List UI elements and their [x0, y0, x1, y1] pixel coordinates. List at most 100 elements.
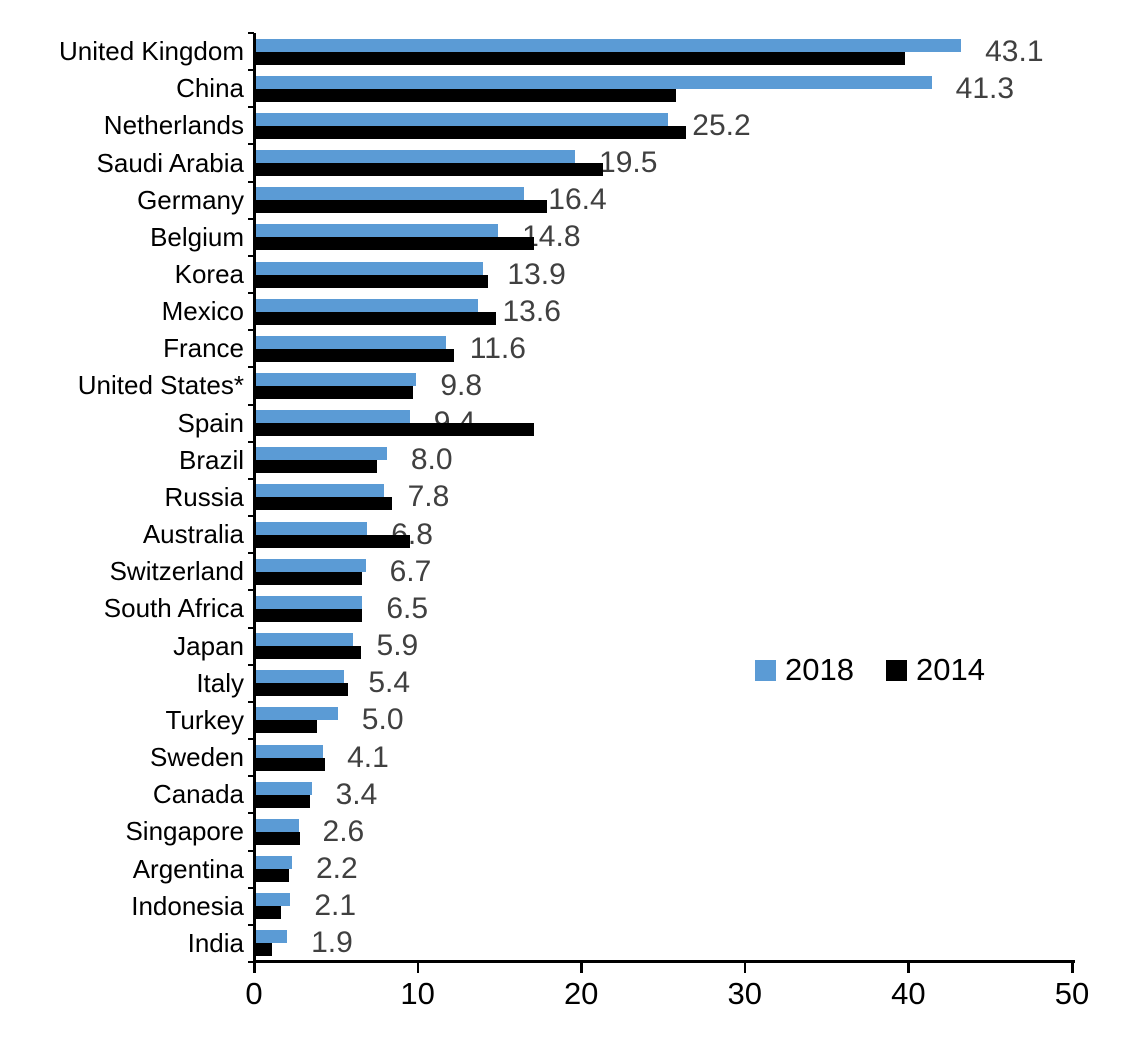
x-tick [907, 962, 910, 973]
bar-2014 [256, 423, 535, 437]
bar-group: 9.8 [256, 367, 1123, 404]
y-axis-line [253, 33, 256, 962]
category-label: United Kingdom [59, 36, 244, 67]
bar-2018 [256, 112, 669, 126]
y-tick [248, 403, 254, 406]
bar-group: 19.5 [256, 144, 1123, 181]
value-label: 25.2 [692, 108, 751, 142]
bar-2014 [256, 869, 289, 883]
chart-row: Argentina 2.2 [0, 850, 1123, 887]
chart-row: Netherlands 25.2 [0, 107, 1123, 144]
chart-row: Korea 13.9 [0, 256, 1123, 293]
category-label: Italy [196, 667, 244, 698]
value-label: 41.3 [955, 71, 1015, 105]
bar-group: 16.4 [256, 182, 1123, 219]
category-label: Saudi Arabia [96, 147, 244, 178]
value-label: 9.8 [440, 368, 483, 402]
bar-2014 [256, 163, 603, 177]
y-tick [248, 626, 254, 629]
bar-2018 [256, 447, 387, 461]
plot-area: United Kingdom 43.1 China 41.3 Netherlands 25… [0, 33, 1123, 962]
x-tick [743, 962, 747, 973]
bar-group: 13.6 [256, 293, 1123, 330]
value-label: 13.6 [502, 294, 561, 328]
value-label: 5.0 [361, 703, 404, 737]
x-tick [580, 962, 583, 973]
bar-2014 [256, 125, 687, 139]
bar-2018 [256, 818, 299, 832]
y-tick [248, 254, 254, 257]
bar-2014 [256, 51, 906, 65]
value-label: 5.9 [376, 629, 419, 663]
bar-2014 [256, 311, 497, 325]
y-tick [248, 552, 254, 555]
y-tick [248, 738, 254, 741]
y-tick [248, 589, 254, 592]
chart-row: Switzerland 6.7 [0, 553, 1123, 590]
bar-2018 [256, 75, 932, 89]
value-label: 11.6 [469, 331, 526, 365]
bar-2018 [256, 298, 479, 312]
bar-2014 [256, 348, 454, 362]
chart-row: Spain 9.4 [0, 405, 1123, 442]
bar-2014 [256, 385, 414, 399]
y-tick [248, 217, 254, 220]
y-tick [248, 69, 254, 72]
chart-row: Singapore 2.6 [0, 813, 1123, 850]
chart-row: Indonesia 2.1 [0, 888, 1123, 925]
chart-row: Russia 7.8 [0, 479, 1123, 516]
x-tick-label: 0 [245, 976, 263, 1011]
bar-2018 [256, 521, 368, 535]
legend-entry-2014: 2014 [885, 652, 985, 688]
y-tick [248, 477, 254, 480]
bar-2014 [256, 460, 378, 474]
bar-2018 [256, 707, 338, 721]
bar-group: 6.7 [256, 553, 1123, 590]
category-label: Indonesia [131, 890, 244, 921]
legend-swatch-2014 [885, 659, 907, 681]
y-tick [248, 663, 254, 666]
category-label: Switzerland [109, 556, 244, 587]
bar-group: 2.1 [256, 888, 1123, 925]
legend: 2018 2014 [755, 652, 985, 688]
y-tick [248, 143, 254, 146]
y-tick [248, 329, 254, 332]
y-tick [248, 923, 254, 926]
bar-2014 [256, 88, 677, 102]
category-label: Russia [164, 481, 244, 512]
chart-row: Japan 5.9 [0, 628, 1123, 665]
category-label: Korea [174, 259, 244, 290]
y-tick [248, 700, 254, 703]
chart-row: Canada 3.4 [0, 776, 1123, 813]
category-label: Turkey [165, 704, 245, 735]
category-label: Australia [142, 519, 244, 550]
legend-label-2014: 2014 [915, 652, 985, 687]
chart-row: India 1.9 [0, 925, 1123, 962]
bar-group: 14.8 [256, 219, 1123, 256]
chart-row: Saudi Arabia 19.5 [0, 144, 1123, 181]
bar-group: 6.8 [256, 516, 1123, 553]
bar-2018 [256, 856, 292, 870]
category-label: South Africa [103, 593, 244, 624]
bar-group: 5.4 [256, 665, 1123, 702]
bar-2018 [256, 893, 291, 907]
category-label: Spain [177, 407, 245, 438]
bar-2018 [256, 187, 525, 201]
bar-2014 [256, 683, 348, 697]
y-tick [248, 32, 254, 34]
category-label: China [176, 73, 244, 104]
chart-row: Australia 6.8 [0, 516, 1123, 553]
y-tick [248, 961, 254, 963]
chart-row: Mexico 13.6 [0, 293, 1123, 330]
value-label: 13.9 [507, 257, 566, 291]
legend-entry-2018: 2018 [755, 652, 854, 688]
bar-2014 [256, 720, 317, 734]
value-label: 19.5 [599, 146, 658, 180]
bar-2014 [256, 608, 363, 622]
category-label: Mexico [161, 296, 244, 327]
bar-2014 [256, 943, 273, 957]
bar-2018 [256, 410, 410, 424]
y-tick [248, 812, 254, 815]
chart-row: United States* 9.8 [0, 367, 1123, 404]
category-label: Singapore [125, 816, 244, 847]
